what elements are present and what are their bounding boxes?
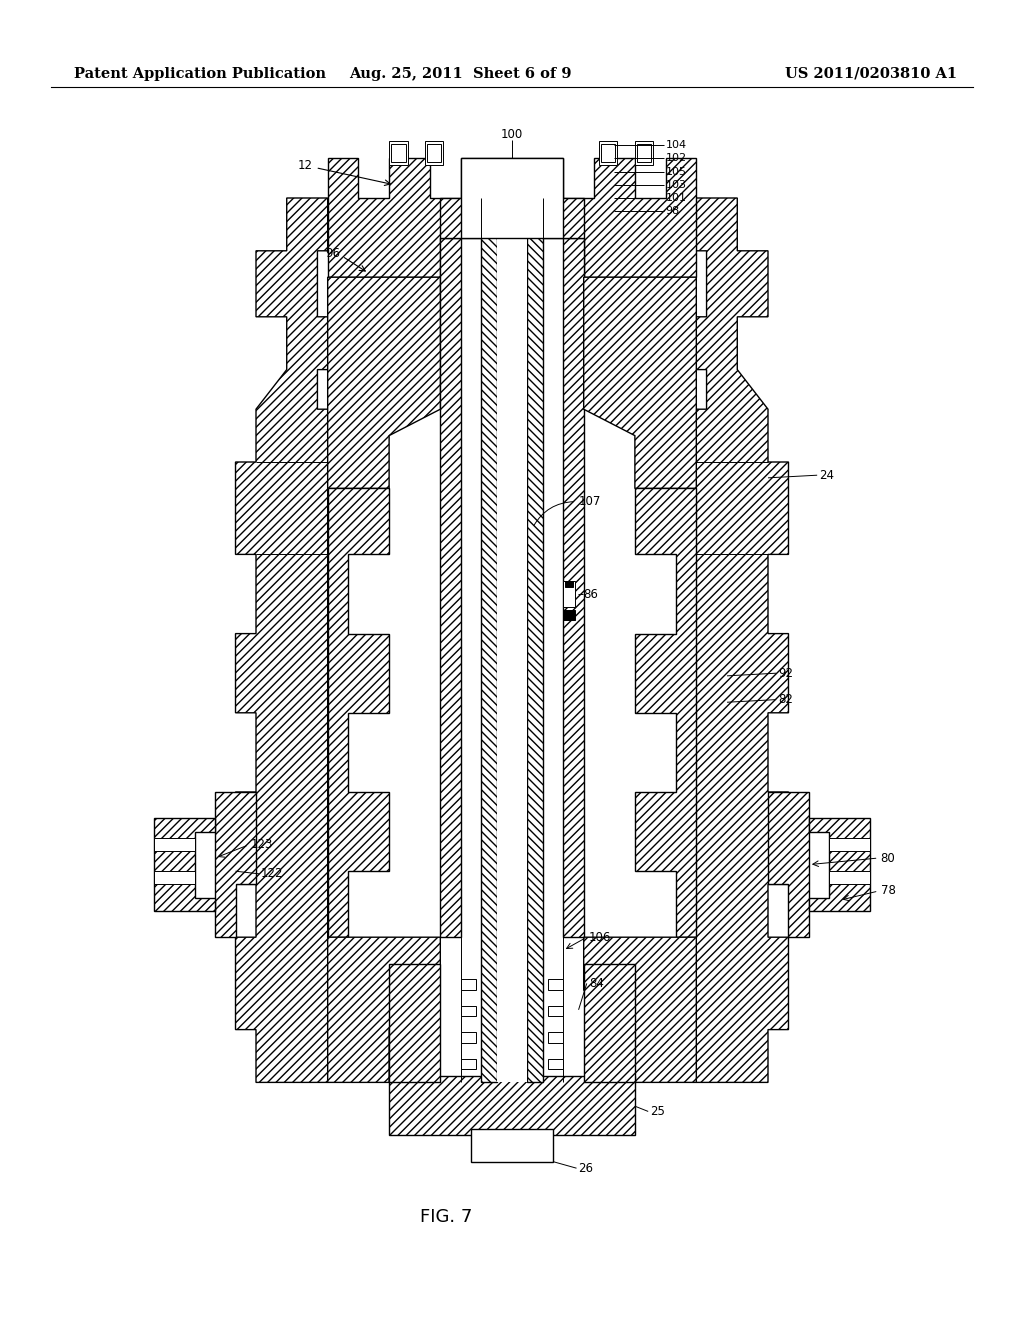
Text: 26: 26 (579, 1162, 594, 1175)
Polygon shape (809, 818, 870, 911)
Bar (548, 979, 563, 990)
Text: FIG. 7: FIG. 7 (420, 1208, 472, 1226)
Text: 96: 96 (325, 247, 340, 260)
Text: 123: 123 (251, 838, 273, 851)
Bar (548, 1059, 563, 1069)
Text: 98: 98 (666, 206, 680, 216)
Bar (461, 1059, 476, 1069)
Bar (471, 1129, 553, 1162)
Polygon shape (328, 158, 461, 277)
Polygon shape (635, 488, 696, 937)
Polygon shape (236, 198, 328, 1082)
Text: Aug. 25, 2011  Sheet 6 of 9: Aug. 25, 2011 Sheet 6 of 9 (349, 67, 572, 81)
Bar (548, 1032, 563, 1043)
Text: 78: 78 (881, 884, 896, 898)
Bar (389, 141, 408, 165)
Polygon shape (389, 964, 440, 1082)
Bar (427, 144, 441, 162)
Text: 92: 92 (778, 667, 794, 680)
Bar (635, 141, 653, 165)
Polygon shape (563, 158, 696, 277)
Text: 105: 105 (666, 166, 687, 177)
Text: 106: 106 (589, 931, 611, 944)
Bar (563, 610, 575, 620)
Bar (563, 581, 575, 607)
Polygon shape (584, 277, 696, 488)
Text: 107: 107 (579, 495, 601, 508)
Polygon shape (440, 158, 584, 238)
Bar (497, 185, 527, 1082)
Bar (461, 1032, 476, 1043)
Polygon shape (328, 488, 389, 937)
Polygon shape (768, 792, 809, 937)
Text: 80: 80 (881, 851, 895, 865)
Text: 12: 12 (297, 158, 312, 172)
Text: 122: 122 (261, 867, 284, 880)
Polygon shape (696, 198, 788, 1082)
Polygon shape (563, 238, 584, 937)
Polygon shape (481, 198, 497, 1082)
Polygon shape (527, 198, 543, 1082)
Bar (565, 581, 573, 587)
Polygon shape (584, 964, 635, 1082)
Text: 86: 86 (584, 587, 599, 601)
Bar (601, 144, 615, 162)
Text: 24: 24 (819, 469, 835, 482)
Text: 101: 101 (666, 193, 687, 203)
Text: 100: 100 (501, 128, 523, 141)
Polygon shape (328, 277, 440, 488)
Polygon shape (328, 937, 440, 1082)
Bar (461, 158, 563, 238)
Bar (154, 838, 195, 851)
Bar (548, 1006, 563, 1016)
Polygon shape (584, 937, 696, 1082)
Polygon shape (215, 792, 256, 937)
Text: 84: 84 (589, 977, 604, 990)
Bar (154, 871, 195, 884)
Text: 103: 103 (666, 180, 687, 190)
Bar (391, 144, 406, 162)
Polygon shape (440, 238, 461, 937)
Text: US 2011/0203810 A1: US 2011/0203810 A1 (785, 67, 957, 81)
Text: 25: 25 (650, 1105, 666, 1118)
Bar (461, 1006, 476, 1016)
Bar (461, 979, 476, 990)
Polygon shape (154, 818, 215, 911)
Bar (425, 141, 443, 165)
Text: 102: 102 (666, 153, 687, 164)
Bar (637, 144, 651, 162)
Text: 104: 104 (666, 140, 687, 150)
Bar (829, 871, 870, 884)
Text: 82: 82 (778, 693, 794, 706)
Bar (829, 838, 870, 851)
Bar (389, 1076, 635, 1135)
Text: Patent Application Publication: Patent Application Publication (74, 67, 326, 81)
Bar (599, 141, 617, 165)
